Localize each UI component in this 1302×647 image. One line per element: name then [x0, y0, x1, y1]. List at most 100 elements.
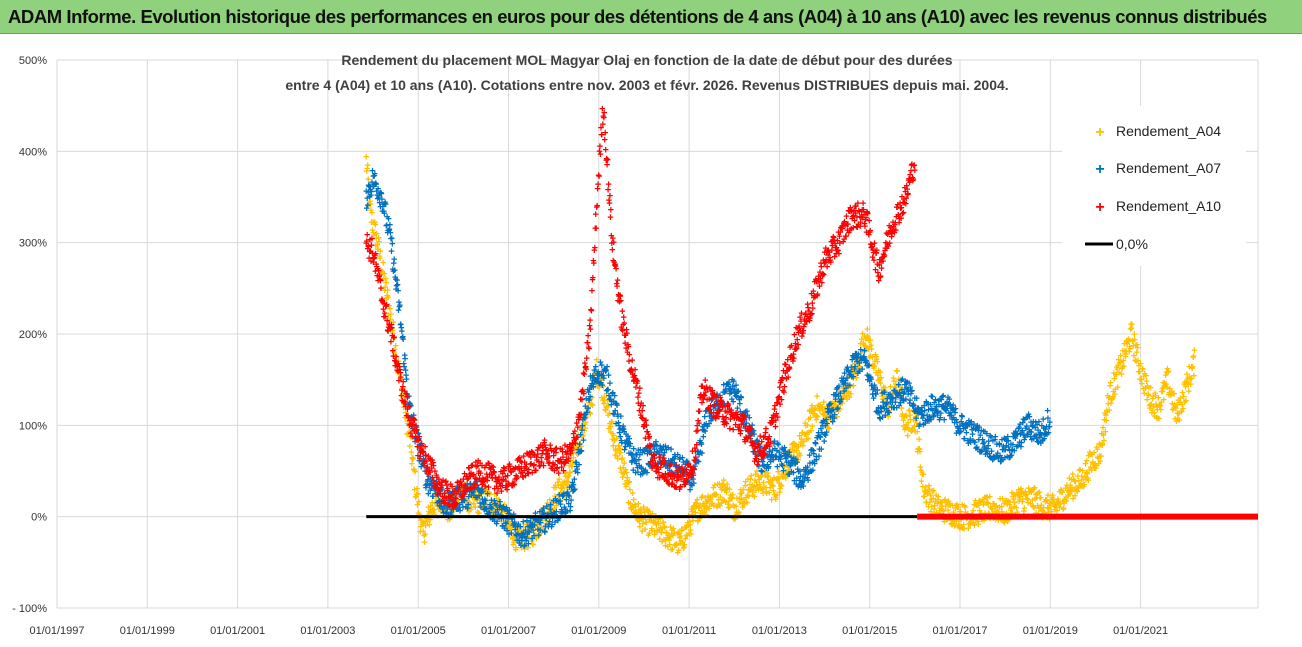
data-point: + — [519, 526, 525, 538]
data-point: + — [459, 490, 465, 502]
data-point: + — [572, 484, 578, 496]
data-point: + — [369, 208, 375, 220]
data-point: + — [508, 524, 514, 536]
data-point: + — [442, 495, 448, 507]
data-point: + — [627, 498, 633, 510]
data-point: + — [589, 392, 595, 404]
data-point: + — [611, 435, 617, 447]
data-point: + — [655, 514, 661, 526]
data-point: + — [708, 494, 714, 506]
data-point: + — [457, 481, 463, 493]
data-point: + — [460, 494, 466, 506]
data-point: + — [447, 503, 453, 515]
data-point: + — [593, 368, 599, 380]
data-point: + — [580, 410, 586, 422]
data-point: + — [602, 128, 608, 140]
data-point: + — [475, 486, 481, 498]
data-point: + — [445, 514, 451, 526]
data-point: + — [618, 467, 624, 479]
data-point: + — [635, 515, 641, 527]
data-point: + — [714, 479, 720, 491]
data-point: + — [483, 487, 489, 499]
data-point: + — [374, 240, 380, 252]
data-point: + — [639, 508, 645, 520]
data-point: + — [504, 507, 510, 519]
data-point: + — [620, 463, 626, 475]
data-point: + — [418, 522, 424, 534]
data-point: + — [612, 450, 618, 462]
data-point: + — [512, 544, 518, 556]
data-point: + — [664, 527, 670, 539]
data-point: + — [640, 502, 646, 514]
data-point: + — [622, 465, 628, 477]
data-point: + — [535, 531, 541, 543]
data-point: + — [557, 488, 563, 500]
data-point: + — [474, 493, 480, 505]
data-point: + — [692, 508, 698, 520]
data-point: + — [660, 517, 666, 529]
data-point: + — [435, 501, 441, 513]
data-point: + — [659, 523, 665, 535]
data-point: + — [617, 463, 623, 475]
data-point: + — [565, 476, 571, 488]
data-point: + — [624, 473, 630, 485]
data-point: + — [595, 373, 601, 385]
data-point: + — [547, 505, 553, 517]
data-point: + — [614, 275, 620, 287]
data-point: + — [398, 374, 404, 386]
data-point: + — [576, 460, 582, 472]
data-point: + — [651, 529, 657, 541]
data-point: + — [397, 373, 403, 385]
data-point: + — [497, 501, 503, 513]
data-point: + — [605, 179, 611, 191]
y-tick-label: - 100% — [12, 603, 47, 615]
data-point: + — [441, 494, 447, 506]
data-point: + — [372, 220, 378, 232]
data-point: + — [409, 453, 415, 465]
data-point: + — [487, 505, 493, 517]
data-point: + — [417, 526, 423, 538]
header-banner: ADAM Informe. Evolution historique des p… — [0, 0, 1302, 34]
data-point: + — [587, 394, 593, 406]
data-point: + — [596, 171, 602, 183]
data-point: + — [439, 506, 445, 518]
data-point: + — [1047, 417, 1053, 429]
data-point: + — [439, 506, 445, 518]
data-point: + — [630, 495, 636, 507]
data-point: + — [543, 516, 549, 528]
data-point: + — [463, 481, 469, 493]
data-point: + — [584, 404, 590, 416]
data-point: + — [700, 498, 706, 510]
data-point: + — [451, 496, 457, 508]
data-point: + — [689, 506, 695, 518]
data-point: + — [501, 500, 507, 512]
data-point: + — [676, 533, 682, 545]
data-point: + — [697, 508, 703, 520]
data-point: + — [364, 166, 370, 178]
data-point: + — [520, 522, 526, 534]
data-point: + — [407, 432, 413, 444]
data-point: + — [568, 450, 574, 462]
data-point: + — [603, 403, 609, 415]
data-point: + — [421, 537, 427, 549]
data-point: + — [522, 528, 528, 540]
data-point: + — [436, 496, 442, 508]
data-point: + — [411, 484, 417, 496]
data-point: + — [657, 513, 663, 525]
data-point: + — [593, 379, 599, 391]
data-point: + — [575, 429, 581, 441]
data-point: + — [634, 509, 640, 521]
data-point: + — [646, 528, 652, 540]
data-point: + — [640, 514, 646, 526]
data-point: + — [376, 237, 382, 249]
data-point: + — [707, 492, 713, 504]
data-point: + — [434, 489, 440, 501]
data-point: + — [477, 487, 483, 499]
data-point: + — [680, 543, 686, 555]
data-point: + — [694, 494, 700, 506]
y-tick-label: 500% — [19, 55, 47, 67]
data-point: + — [367, 199, 373, 211]
x-tick-label: 01/01/2005 — [391, 625, 446, 637]
data-point: + — [470, 485, 476, 497]
x-tick-label: 01/01/2013 — [752, 625, 807, 637]
